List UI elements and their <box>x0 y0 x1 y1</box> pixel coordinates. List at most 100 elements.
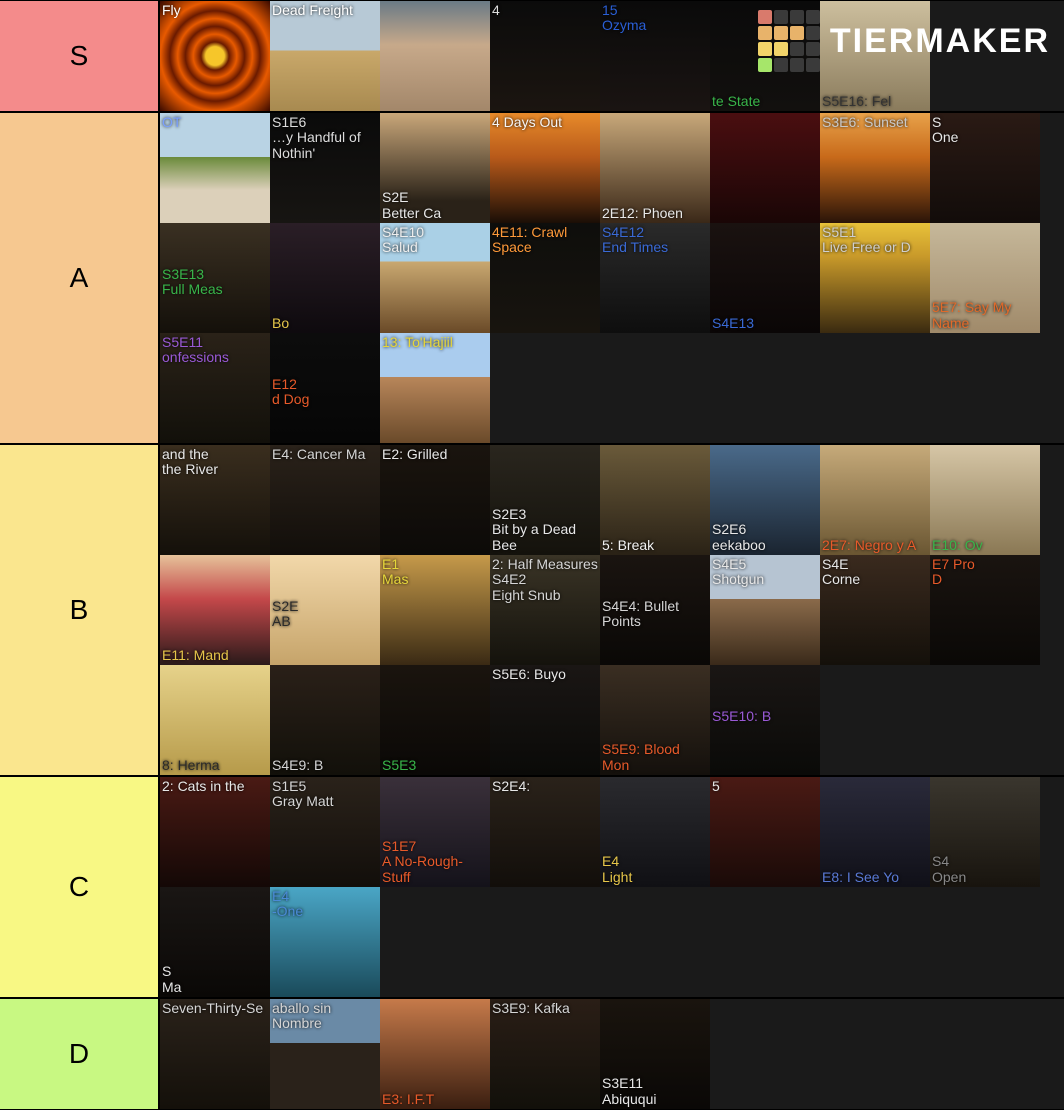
tier-item[interactable]: S1E6…y Handful of Nothin' <box>270 113 380 223</box>
tier-item[interactable]: S4E12End Times <box>600 223 710 333</box>
tier-item-label: S5E1Live Free or D <box>822 225 928 256</box>
tier-item[interactable]: E4: Cancer Ma <box>270 445 380 555</box>
tier-item-label: S5E16: Fel <box>822 94 928 109</box>
tier-item[interactable] <box>710 113 820 223</box>
tier-item-label: S2E4: <box>492 779 598 794</box>
tier-item[interactable]: and thethe River <box>160 445 270 555</box>
logo-text: TIERMAKER <box>830 22 1050 61</box>
tier-item[interactable]: 5 <box>710 777 820 887</box>
tier-item-label: S4ECorne <box>822 557 928 588</box>
tier-label-b[interactable]: B <box>0 445 160 775</box>
tier-item-label: S4E9: B <box>272 758 378 773</box>
tier-label-c[interactable]: C <box>0 777 160 997</box>
tier-item[interactable]: Fly <box>160 1 270 111</box>
tier-item-label: S2EBetter Ca <box>382 190 488 221</box>
tier-item[interactable]: S2E6eekaboo <box>710 445 820 555</box>
tier-item-label: S2E6eekaboo <box>712 522 818 553</box>
tier-item-label: E8: I See Yo <box>822 870 928 885</box>
tier-item[interactable]: SOne <box>930 113 1040 223</box>
tier-item-label: S4Open <box>932 854 1038 885</box>
tier-item[interactable]: E8: I See Yo <box>820 777 930 887</box>
tier-item[interactable]: E3: I.F.T <box>380 999 490 1109</box>
tier-item[interactable] <box>380 1 490 111</box>
tier-label-s[interactable]: S <box>0 1 160 111</box>
tier-item[interactable]: S1E7A No-Rough-Stuff <box>380 777 490 887</box>
tier-item-label: 8: Herma <box>162 758 268 773</box>
tier-item[interactable]: S5E9: Blood Mon <box>600 665 710 775</box>
tier-item[interactable]: 13: To'Hajiil <box>380 333 490 443</box>
tier-item-label: S2EAB <box>272 599 378 630</box>
tier-item[interactable]: E4-One <box>270 887 380 997</box>
tier-item[interactable]: S2EBetter Ca <box>380 113 490 223</box>
tier-items-b: and thethe RiverE4: Cancer MaE2: Grilled… <box>160 445 1064 775</box>
tier-item-label: S2E3Bit by a Dead Bee <box>492 507 598 553</box>
tier-item[interactable]: S3E9: Kafka <box>490 999 600 1109</box>
tier-item[interactable]: Seven-Thirty-Se <box>160 999 270 1109</box>
tier-item[interactable]: S4E5Shotgun <box>710 555 820 665</box>
tier-item[interactable]: S1E5Gray Matt <box>270 777 380 887</box>
tier-item[interactable]: S3E11Abiququi <box>600 999 710 1109</box>
tier-item[interactable]: 15Ozyma <box>600 1 710 111</box>
tier-item[interactable]: S3E13Full Meas <box>160 223 270 333</box>
tier-item[interactable]: S2E3Bit by a Dead Bee <box>490 445 600 555</box>
tier-item-label: S4E12End Times <box>602 225 708 256</box>
tier-item-label: 2E12: Phoen <box>602 206 708 221</box>
tier-item[interactable]: E2: Grilled <box>380 445 490 555</box>
tier-item[interactable]: SMa <box>160 887 270 997</box>
tier-item[interactable]: S4Open <box>930 777 1040 887</box>
tier-item[interactable]: E1Mas <box>380 555 490 665</box>
tier-item-label: SOne <box>932 115 1038 146</box>
tier-item-label: Fly <box>162 3 268 18</box>
tier-item-label: S5E9: Blood Mon <box>602 742 708 773</box>
tier-item[interactable]: Dead Freight <box>270 1 380 111</box>
tier-item[interactable]: E11: Mand <box>160 555 270 665</box>
tier-item[interactable]: S5E1Live Free or D <box>820 223 930 333</box>
tier-item[interactable]: S4ECorne <box>820 555 930 665</box>
tier-item[interactable]: S2EAB <box>270 555 380 665</box>
tier-item[interactable]: Bo <box>270 223 380 333</box>
tier-item[interactable]: E12d Dog <box>270 333 380 443</box>
tier-item-label: E3: I.F.T <box>382 1092 488 1107</box>
tier-label-d[interactable]: D <box>0 999 160 1109</box>
tier-item-label: E1Mas <box>382 557 488 588</box>
tier-item[interactable]: 2: Half MeasuresS4E2Eight Snub <box>490 555 600 665</box>
tier-item-label: 2: Cats in the <box>162 779 268 794</box>
tier-item[interactable]: S3E6: Sunset <box>820 113 930 223</box>
tier-item[interactable]: S5E10: B <box>710 665 820 775</box>
tier-row-c: C2: Cats in the S1E5Gray MattS1E7A No-Rou… <box>0 776 1064 998</box>
tier-item-label: te State <box>712 94 818 109</box>
tier-item-label: Seven-Thirty-Se <box>162 1001 268 1016</box>
tier-item[interactable]: S5E6: Buyo <box>490 665 600 775</box>
tier-item[interactable]: 8: Herma <box>160 665 270 775</box>
tier-item-label: E12d Dog <box>272 377 378 408</box>
tier-item[interactable]: 4 <box>490 1 600 111</box>
tier-item[interactable]: 4 Days Out <box>490 113 600 223</box>
tier-item-label: 5E7: Say My Name <box>932 300 1038 331</box>
tier-item[interactable]: 2: Cats in the <box>160 777 270 887</box>
tier-item[interactable]: S4E10Salud <box>380 223 490 333</box>
tier-row-b: Band thethe RiverE4: Cancer MaE2: Grille… <box>0 444 1064 776</box>
tier-item[interactable]: OT <box>160 113 270 223</box>
tier-item[interactable]: 2E7: Negro y A <box>820 445 930 555</box>
tier-item-label: S3E6: Sunset <box>822 115 928 130</box>
tier-item[interactable]: S4E4: Bullet Points <box>600 555 710 665</box>
tier-item[interactable]: 2E12: Phoen <box>600 113 710 223</box>
tier-item[interactable]: 5: Break <box>600 445 710 555</box>
tier-item[interactable]: S4E9: B <box>270 665 380 775</box>
tier-item[interactable]: 5E7: Say My Name <box>930 223 1040 333</box>
tier-item[interactable]: S4E13 <box>710 223 820 333</box>
tier-item[interactable]: 4E11: Crawl Space <box>490 223 600 333</box>
tier-item[interactable]: aballo sin Nombre <box>270 999 380 1109</box>
tier-item-label: S4E4: Bullet Points <box>602 599 708 630</box>
tier-item[interactable]: S2E4: <box>490 777 600 887</box>
tier-item-label: S5E6: Buyo <box>492 667 598 682</box>
tier-label-a[interactable]: A <box>0 113 160 443</box>
logo-icon <box>758 10 820 72</box>
tier-item[interactable]: S5E11onfessions <box>160 333 270 443</box>
tier-item-label: S5E11onfessions <box>162 335 268 366</box>
tier-item[interactable]: E7 ProD <box>930 555 1040 665</box>
tier-item-label: S1E5Gray Matt <box>272 779 378 810</box>
tier-item[interactable]: E10: Ov <box>930 445 1040 555</box>
tier-item[interactable]: E4Light <box>600 777 710 887</box>
tier-item[interactable]: S5E3 <box>380 665 490 775</box>
